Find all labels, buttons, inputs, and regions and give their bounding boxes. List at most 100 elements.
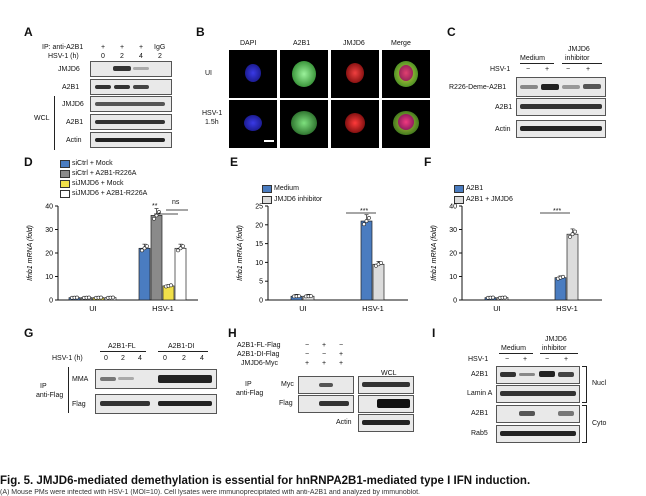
sign-2-1: − [305,351,310,358]
figure-caption-sub: (A) Mouse PMs were infected with HSV-1 (… [0,489,420,496]
legend-d-3: siJMJD6 + Mock [72,180,124,187]
legend-e-swatch-2 [262,196,272,204]
plus-1: + [101,44,106,51]
legend-f-1: A2B1 [466,185,484,192]
col-dapi: DAPI [240,40,257,47]
legend-d-swatch-2 [60,170,70,178]
y-tick-label: 30 [449,227,457,234]
data-point [142,246,147,251]
row-hsv-time: 1.5h [205,119,219,126]
row-flag: Flag [72,401,86,408]
hsv-label: HSV-1 (h) [48,53,79,60]
x-tick-label: HSV-1 [152,304,174,313]
legend-e-2: JMJD6 inhibitor [274,196,323,203]
hour-4: 0 [163,355,167,362]
data-point [145,244,149,249]
hour-1: 0 [101,53,105,60]
inhibitor-underline [540,353,578,354]
data-point [140,248,144,253]
col-inhibitor-1: JMJD6 [568,46,590,53]
hour-2: 2 [121,355,125,362]
y-tick-label: 0 [453,298,457,305]
panel-b-label: B [196,25,205,39]
hour-4: 2 [158,53,162,60]
nucl-label: Nucl [592,380,607,387]
fl-underline [100,351,146,352]
micro-ui-jmjd6 [331,50,379,98]
panel-c-label: C [447,25,456,39]
y-tick-label: 15 [255,241,263,248]
blot-wcl-actin [90,132,172,148]
blot-wcl-actin [358,414,414,432]
legend-e-1: Medium [274,185,299,192]
blot-ip-a2b1 [90,79,172,95]
y-tick-label: 10 [45,274,53,281]
ip-label-1: IP [245,381,252,388]
data-point [176,248,180,253]
sign-1-2: + [322,342,327,349]
y-tick-label: 40 [449,204,457,211]
legend-f-2: A2B1 + JMJD6 [466,196,513,203]
data-point [178,246,183,251]
ip-label: IP: anti-A2B1 [42,44,84,51]
row-mma: MMA [72,376,89,383]
row-actin: Actin [495,126,511,133]
data-point [181,244,185,249]
blot-actin [516,120,606,138]
hour-6: 4 [200,355,204,362]
col-a2b1-fl: A2B1-FL [108,343,136,350]
y-tick-label: 5 [259,279,263,286]
row-myc: Myc [281,381,294,388]
legend-d-2: siCtrl + A2B1-R226A [72,170,137,177]
di-underline [158,351,208,352]
chart-d: 0 10 20 30 40 Ifnb1 mRNA (fold) UI HSV-1 [27,204,198,313]
legend-d-swatch-3 [60,180,70,188]
chart-f: 0 10 20 30 40 Ifnb1 mRNA (fold) UI HSV-1 [431,204,602,313]
chart-e: 0 5 10 15 20 25 Ifnb1 mRNA (fold) UI HSV-1 [237,204,408,313]
micro-ui-merge [382,50,430,98]
figure-caption: Fig. 5. JMJD6-mediated demethylation is … [0,475,531,487]
row-actin: Actin [336,419,352,426]
data-point [503,295,507,300]
data-point [364,219,369,223]
sign-1: − [505,356,510,363]
sign-2: + [523,356,528,363]
legend-d-4: siJMJD6 + A2B1-R226A [72,190,148,197]
y-tick-label: 25 [255,204,263,211]
bar [566,233,579,301]
blot-nucl-lamin [496,385,580,403]
sign-3-2: + [322,360,327,367]
blot-ip-jmjd6 [90,61,172,77]
blot-wcl-a2b1 [90,114,172,130]
hsv-label: HSV-1 [490,66,511,73]
sign-3: − [545,356,550,363]
wcl-row-actin: Actin [66,137,82,144]
row-di-flag: A2B1-DI-Flag [237,351,280,358]
col-a2b1: A2B1 [293,40,311,47]
nucl-bracket [582,366,587,403]
x-tick-label: UI [89,304,97,313]
legend-d-swatch-4 [60,190,70,198]
ip-row-a2b1: A2B1 [62,84,80,91]
y-tick-label: 40 [45,204,53,211]
wcl-label: WCL [34,115,50,122]
nucl-row-a2b1: A2B1 [471,371,489,378]
y-axis-label: Ifnb1 mRNA (fold) [27,225,34,281]
medium-underline [499,353,533,354]
col-a2b1-di: A2B1-DI [168,343,195,350]
sign-2: + [545,66,550,73]
hsv-label: HSV-1 (h) [52,355,83,362]
blot-cyto-rab5 [496,425,580,443]
col-inhibitor-2: inhibitor [565,55,590,62]
col-medium: Medium [501,345,526,352]
sig-d-1: ** [152,203,158,210]
data-point [297,294,301,298]
y-tick-label: 0 [259,298,263,305]
data-point [99,295,103,300]
x-tick-label: HSV-1 [362,304,384,313]
blot-ip-flag [298,395,354,413]
blot-cyto-a2b1 [496,405,580,423]
sign-3-1: + [305,360,310,367]
ip-label-2: anti-Flag [236,390,264,397]
row-ui: UI [205,70,212,77]
